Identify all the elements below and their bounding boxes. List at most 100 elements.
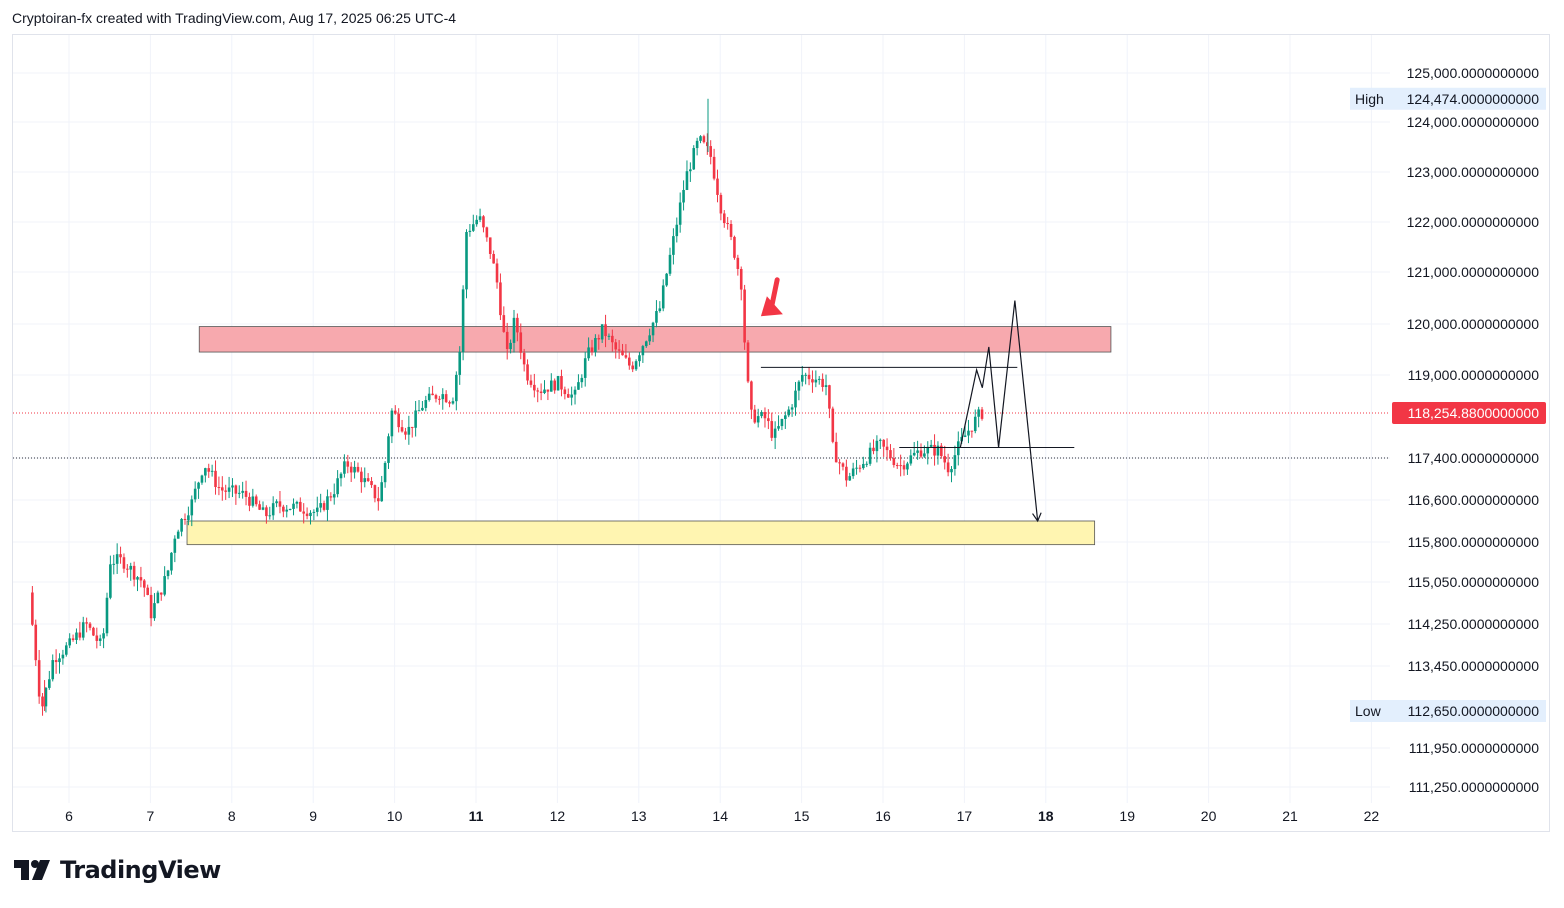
candle-up xyxy=(343,461,346,474)
candle-up xyxy=(773,428,777,438)
y-axis-tick-label: 117,400.0000000000 xyxy=(1408,450,1540,466)
drawings xyxy=(760,277,1075,523)
candle-up xyxy=(967,430,970,436)
candle-up xyxy=(848,476,852,481)
candle-up xyxy=(48,679,51,688)
candle-up xyxy=(319,503,322,508)
candle-up xyxy=(163,576,166,595)
y-axis-tick-label: 122,000.0000000000 xyxy=(1407,214,1540,230)
candle-down xyxy=(234,485,238,494)
candle-down xyxy=(505,331,509,350)
support-zone[interactable] xyxy=(186,520,1096,546)
candle-up xyxy=(136,577,139,580)
candle-down xyxy=(495,263,499,283)
candle-up xyxy=(641,346,645,356)
candle-up xyxy=(797,381,801,391)
tradingview-brand[interactable]: TradingView xyxy=(14,856,221,884)
candle-up xyxy=(926,446,930,454)
candle-up xyxy=(953,455,957,470)
candle-down xyxy=(529,380,533,385)
y-axis-tick-label: 115,800.0000000000 xyxy=(1408,534,1540,550)
candle-up xyxy=(237,492,241,494)
candle-down xyxy=(329,496,333,498)
candle-up xyxy=(153,603,156,619)
candle-down xyxy=(95,635,99,641)
candle-down xyxy=(841,463,845,467)
x-axis-tick-label: 19 xyxy=(1119,808,1135,824)
candle-up xyxy=(478,216,482,220)
candle-up xyxy=(383,462,387,483)
candle-up xyxy=(312,511,316,513)
candle-up xyxy=(512,317,516,343)
candle-up xyxy=(543,389,546,394)
x-axis-tick-label: 11 xyxy=(469,808,484,824)
candle-up xyxy=(777,426,780,429)
candle-down xyxy=(88,623,92,628)
candle-up xyxy=(695,140,699,149)
candle-down xyxy=(940,445,943,457)
candle-up xyxy=(587,347,590,359)
candle-down xyxy=(604,324,607,337)
candle-down xyxy=(207,468,211,472)
candle-up xyxy=(427,393,431,401)
candle-up xyxy=(187,515,190,520)
candle-down xyxy=(895,465,899,467)
candle-up xyxy=(112,563,116,565)
candle-down xyxy=(889,450,892,459)
x-axis-tick-label: 13 xyxy=(631,808,647,824)
x-axis-tick-label: 18 xyxy=(1038,808,1054,824)
candle-down xyxy=(712,156,716,179)
candle-up xyxy=(468,230,472,232)
candle-up xyxy=(197,482,200,489)
candle-up xyxy=(75,632,78,640)
resistance-zone[interactable] xyxy=(198,326,1112,353)
candle-down xyxy=(438,398,441,400)
candle-up xyxy=(817,378,821,380)
candle-down xyxy=(872,447,875,452)
y-axis-tick-label: 111,250.0000000000 xyxy=(1409,779,1539,795)
projection-path[interactable] xyxy=(959,300,1039,522)
candle-down xyxy=(706,142,709,147)
y-axis-tick-label: 113,450.0000000000 xyxy=(1408,658,1540,674)
candle-up xyxy=(780,418,784,427)
candle-down xyxy=(611,335,614,343)
candle-down xyxy=(838,462,841,464)
candle-up xyxy=(200,475,204,483)
y-axis-tick-label: 116,600.0000000000 xyxy=(1408,492,1540,508)
candle-down xyxy=(397,413,400,428)
candle-down xyxy=(553,380,556,391)
candle-up xyxy=(804,374,807,376)
low-pill xyxy=(1350,700,1546,722)
y-axis-tick-label: 123,000.0000000000 xyxy=(1407,164,1540,180)
candle-down xyxy=(821,378,824,387)
candle-down xyxy=(224,490,227,492)
candle-up xyxy=(963,435,967,437)
candle-down xyxy=(305,513,309,517)
x-axis-tick-label: 12 xyxy=(550,808,566,824)
candle-down xyxy=(132,565,136,580)
candle-down xyxy=(448,402,451,404)
candle-up xyxy=(353,466,356,473)
candle-down xyxy=(349,466,353,473)
candle-up xyxy=(455,374,458,402)
candle-down xyxy=(834,441,838,463)
x-axis-tick-label: 20 xyxy=(1201,808,1217,824)
candle-up xyxy=(906,463,909,470)
candle-up xyxy=(916,450,919,453)
candle-down xyxy=(621,350,624,356)
x-axis-tick-label: 22 xyxy=(1364,808,1380,824)
candle-down xyxy=(614,342,618,350)
candle-up xyxy=(156,592,160,604)
candle-down xyxy=(882,439,885,447)
candle-up xyxy=(668,254,672,274)
candle-up xyxy=(577,382,580,390)
grid-lines xyxy=(13,35,1390,803)
candle-up xyxy=(390,410,394,437)
candle-down xyxy=(485,227,489,238)
candle-down xyxy=(743,289,746,343)
candle-up xyxy=(129,565,133,570)
candle-up xyxy=(634,361,638,370)
candle-down xyxy=(563,389,567,395)
candle-up xyxy=(44,687,48,707)
